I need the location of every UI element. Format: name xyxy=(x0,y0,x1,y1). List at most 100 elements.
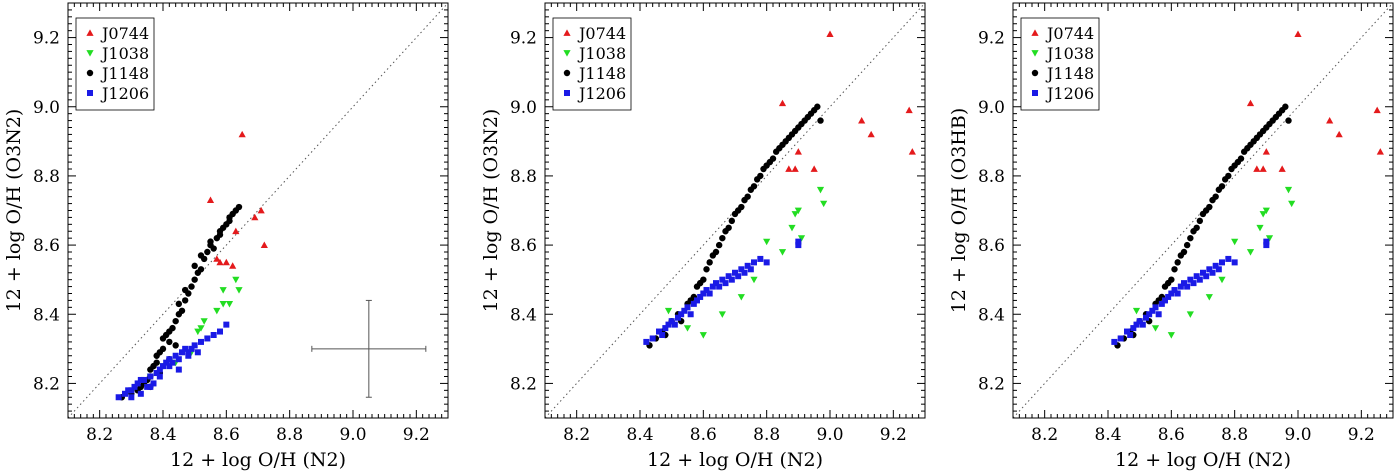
point-J1038 xyxy=(1218,276,1226,284)
point-J0744 xyxy=(1335,130,1343,138)
series-J1206 xyxy=(115,321,230,401)
point-J1038 xyxy=(816,186,825,194)
point-J1206 xyxy=(179,349,185,356)
point-J1206 xyxy=(665,321,672,328)
point-J1038 xyxy=(699,332,707,339)
point-J1206 xyxy=(795,242,802,249)
point-J1038 xyxy=(219,287,227,294)
point-J1038 xyxy=(1186,311,1194,318)
point-J1148 xyxy=(1206,203,1213,211)
point-J1038 xyxy=(778,249,787,256)
point-J1148 xyxy=(197,252,205,259)
point-J1148 xyxy=(725,224,732,231)
legend-label-J1148: J1148 xyxy=(1045,64,1094,83)
point-J1206 xyxy=(656,328,662,335)
point-J1148 xyxy=(172,342,179,349)
point-J1148 xyxy=(706,259,713,266)
one-to-one-line xyxy=(67,2,449,419)
point-J1038 xyxy=(219,300,227,308)
point-J1206 xyxy=(194,349,201,356)
point-J1206 xyxy=(703,287,710,294)
point-J1148 xyxy=(1196,217,1204,225)
point-J1148 xyxy=(210,245,217,252)
point-J1038 xyxy=(737,294,745,301)
point-J1206 xyxy=(671,321,678,328)
point-J1206 xyxy=(137,376,144,383)
point-J1206 xyxy=(122,390,128,397)
point-J0744 xyxy=(1262,148,1270,155)
point-J1148 xyxy=(235,203,243,211)
x-tick-label: 8.4 xyxy=(626,425,653,445)
point-J1148 xyxy=(1187,234,1194,242)
point-J1038 xyxy=(1246,249,1255,256)
point-J0744 xyxy=(213,255,221,262)
point-J1148 xyxy=(1180,248,1188,256)
point-J1206 xyxy=(1155,311,1162,318)
point-J1206 xyxy=(687,311,694,318)
point-J1206 xyxy=(668,318,675,325)
point-J1206 xyxy=(694,297,700,304)
point-J1206 xyxy=(163,359,170,366)
point-J1206 xyxy=(725,273,732,280)
point-J0744 xyxy=(785,165,793,172)
point-J1038 xyxy=(1256,224,1264,232)
point-J1206 xyxy=(1124,328,1130,335)
y-tick-label: 9.0 xyxy=(978,98,1005,118)
point-J1038 xyxy=(794,207,802,215)
typical-error-bar xyxy=(311,299,427,398)
legend-label-J1038: J1038 xyxy=(1045,44,1094,63)
legend-label-J1038: J1038 xyxy=(100,44,149,63)
point-J1148 xyxy=(715,241,723,249)
point-J1206 xyxy=(1158,300,1165,307)
series-J0744 xyxy=(206,130,268,269)
point-J1038 xyxy=(1259,211,1267,218)
point-J1206 xyxy=(1196,276,1203,283)
point-J1206 xyxy=(1165,293,1172,300)
point-J1206 xyxy=(147,373,154,380)
point-J1148 xyxy=(207,238,214,245)
point-J1148 xyxy=(181,286,189,294)
series-J0744 xyxy=(778,30,916,172)
point-J1148 xyxy=(1225,172,1232,180)
point-J1148 xyxy=(1171,266,1178,273)
point-J1148 xyxy=(719,234,726,242)
legend-marker-J0744 xyxy=(1031,29,1039,36)
point-J1206 xyxy=(1193,273,1200,280)
legend-marker-J1206 xyxy=(87,90,93,96)
point-J1148 xyxy=(169,324,176,332)
point-J1148 xyxy=(226,217,233,225)
point-J1206 xyxy=(713,280,719,287)
point-J0744 xyxy=(858,116,866,124)
point-J1206 xyxy=(1200,269,1206,276)
point-J1206 xyxy=(156,366,163,373)
y-tick-label: 8.2 xyxy=(510,374,537,394)
point-J1206 xyxy=(128,387,135,394)
point-J1206 xyxy=(747,266,754,273)
point-J1206 xyxy=(153,370,160,377)
point-J0744 xyxy=(1278,165,1286,172)
point-J1206 xyxy=(741,269,748,276)
point-J1206 xyxy=(185,352,192,359)
x-tick-label: 8.8 xyxy=(276,425,303,445)
point-J1206 xyxy=(1127,332,1134,338)
point-J1206 xyxy=(751,259,757,266)
point-J1038 xyxy=(1167,332,1175,339)
point-J1206 xyxy=(198,338,204,345)
point-J1206 xyxy=(1203,273,1210,280)
point-J1206 xyxy=(722,280,729,287)
point-J1148 xyxy=(153,359,160,366)
x-axis-title: 12 + log O/H (N2) xyxy=(170,449,346,471)
y-tick-label: 8.6 xyxy=(510,236,537,256)
point-J1206 xyxy=(757,255,764,262)
series-J1148 xyxy=(1114,103,1292,349)
point-J1148 xyxy=(817,117,824,124)
point-J1038 xyxy=(683,325,692,332)
y-tick-label: 8.4 xyxy=(33,305,60,325)
point-J1038 xyxy=(664,307,673,315)
point-J1206 xyxy=(1219,259,1225,266)
point-J1206 xyxy=(649,335,656,342)
point-J1206 xyxy=(1209,269,1216,276)
point-J1148 xyxy=(744,193,751,200)
point-J0744 xyxy=(867,130,875,138)
